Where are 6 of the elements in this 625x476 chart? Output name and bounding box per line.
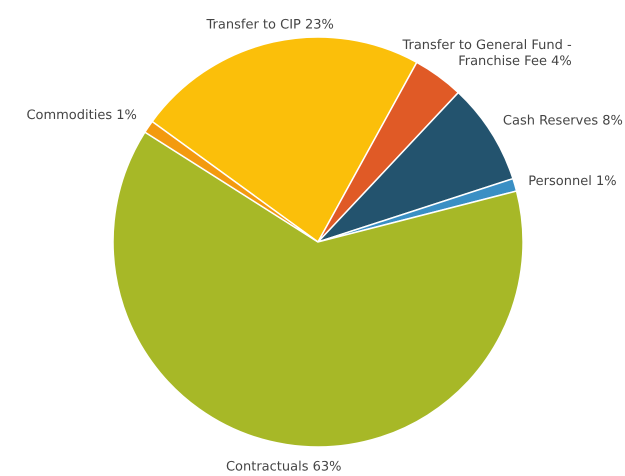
slice-label: Personnel 1% xyxy=(528,174,617,189)
slice-label: Commodities 1% xyxy=(26,108,137,123)
slice-label: Transfer to CIP 23% xyxy=(206,17,334,32)
slice-label: Transfer to General Fund - Franchise Fee 4% xyxy=(401,38,572,69)
slice-label: Cash Reserves 8% xyxy=(502,114,623,129)
slice-label: Contractuals 63% xyxy=(226,459,342,474)
